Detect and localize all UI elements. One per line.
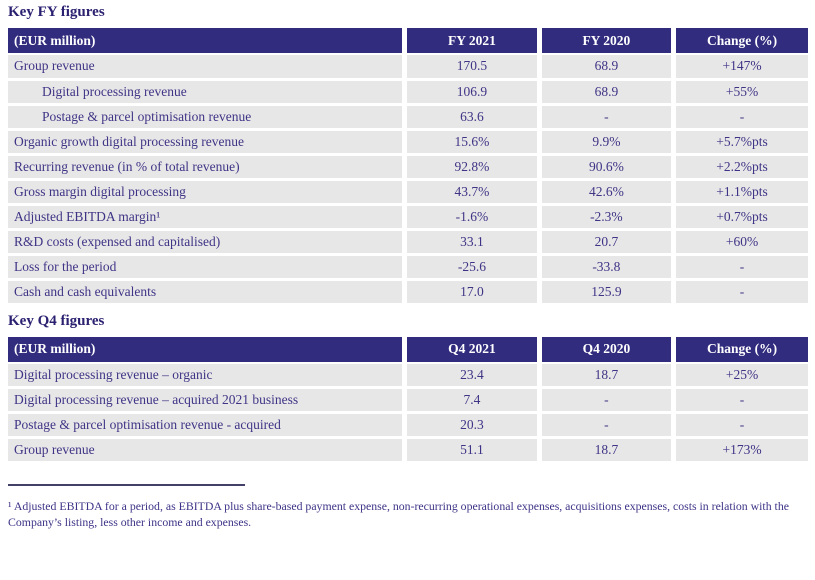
row-value: 90.6%	[536, 154, 674, 181]
table-row: R&D costs (expensed and capitalised) 33.…	[8, 229, 808, 256]
row-value: 23.4	[402, 362, 540, 389]
row-value: +55%	[671, 79, 808, 106]
row-value: 63.6	[402, 104, 540, 131]
table-row: Loss for the period -25.6 -33.8 -	[8, 254, 808, 281]
row-value: 43.7%	[402, 179, 540, 206]
table-row: Digital processing revenue – acquired 20…	[8, 387, 808, 414]
row-value: +60%	[671, 229, 808, 256]
row-value: +1.1%pts	[671, 179, 808, 206]
row-label: Digital processing revenue	[8, 79, 405, 106]
row-label: Cash and cash equivalents	[8, 279, 405, 306]
row-value: 68.9	[536, 54, 674, 81]
row-value: 9.9%	[536, 129, 674, 156]
row-value: 51.1	[402, 437, 540, 464]
row-value: 7.4	[402, 387, 540, 414]
row-value: 170.5	[402, 54, 540, 81]
footnote-section: ¹ Adjusted EBITDA for a period, as EBITD…	[8, 484, 815, 530]
row-label: Gross margin digital processing	[8, 179, 405, 206]
row-value: -2.3%	[536, 204, 674, 231]
footnote-separator	[8, 484, 245, 486]
table-row: Organic growth digital processing revenu…	[8, 129, 808, 156]
row-label: Loss for the period	[8, 254, 405, 281]
row-value: 42.6%	[536, 179, 674, 206]
q4-header-2020: Q4 2020	[536, 336, 674, 364]
table-row: Postage & parcel optimisation revenue - …	[8, 412, 808, 439]
fy-header-unit: (EUR million)	[8, 28, 405, 55]
table-row: Group revenue 170.5 68.9 +147%	[8, 54, 808, 81]
row-value: -33.8	[536, 254, 674, 281]
row-value: -	[671, 387, 808, 414]
row-value: +173%	[671, 437, 808, 464]
row-value: +0.7%pts	[671, 204, 808, 231]
row-value: 17.0	[402, 279, 540, 306]
fy-header-2021: FY 2021	[402, 28, 540, 55]
fy-header-row: (EUR million) FY 2021 FY 2020 Change (%)	[8, 28, 808, 55]
row-value: -1.6%	[402, 204, 540, 231]
row-value: -25.6	[402, 254, 540, 281]
q4-header-row: (EUR million) Q4 2021 Q4 2020 Change (%)	[8, 336, 808, 364]
row-label: Postage & parcel optimisation revenue - …	[8, 412, 405, 439]
fy-header-2020: FY 2020	[536, 28, 674, 55]
table-row: Recurring revenue (in % of total revenue…	[8, 154, 808, 181]
q4-figures-table: (EUR million) Q4 2021 Q4 2020 Change (%)…	[8, 336, 808, 464]
row-value: -	[536, 412, 674, 439]
row-value: 20.7	[536, 229, 674, 256]
row-value: 33.1	[402, 229, 540, 256]
row-value: +25%	[671, 362, 808, 389]
table-row: Group revenue 51.1 18.7 +173%	[8, 437, 808, 464]
row-label: Group revenue	[8, 437, 405, 464]
row-label: Digital processing revenue – organic	[8, 362, 405, 389]
row-value: 106.9	[402, 79, 540, 106]
table-row: Adjusted EBITDA margin¹ -1.6% -2.3% +0.7…	[8, 204, 808, 231]
table-row: Digital processing revenue – organic 23.…	[8, 362, 808, 389]
fy-figures-table: (EUR million) FY 2021 FY 2020 Change (%)…	[8, 28, 808, 306]
row-label: Recurring revenue (in % of total revenue…	[8, 154, 405, 181]
table-row: Postage & parcel optimisation revenue 63…	[8, 104, 808, 131]
row-value: -	[671, 104, 808, 131]
row-label: Postage & parcel optimisation revenue	[8, 104, 405, 131]
q4-header-unit: (EUR million)	[8, 336, 405, 364]
table-row: Cash and cash equivalents 17.0 125.9 -	[8, 279, 808, 306]
q4-section-title: Key Q4 figures	[8, 312, 105, 329]
row-value: 18.7	[536, 437, 674, 464]
row-label: Organic growth digital processing revenu…	[8, 129, 405, 156]
row-value: 92.8%	[402, 154, 540, 181]
row-value: -	[536, 387, 674, 414]
row-value: +147%	[671, 54, 808, 81]
row-value: -	[671, 412, 808, 439]
fy-section-title: Key FY figures	[8, 4, 105, 20]
row-label: Group revenue	[8, 54, 405, 81]
fy-header-change: Change (%)	[671, 28, 808, 55]
q4-header-change: Change (%)	[671, 336, 808, 364]
row-value: -	[671, 279, 808, 306]
row-value: 125.9	[536, 279, 674, 306]
table-row: Digital processing revenue 106.9 68.9 +5…	[8, 79, 808, 106]
row-value: 68.9	[536, 79, 674, 106]
row-value: +2.2%pts	[671, 154, 808, 181]
row-label: Digital processing revenue – acquired 20…	[8, 387, 405, 414]
row-value: 20.3	[402, 412, 540, 439]
table-row: Gross margin digital processing 43.7% 42…	[8, 179, 808, 206]
footnote-text: ¹ Adjusted EBITDA for a period, as EBITD…	[8, 499, 789, 529]
row-label: Adjusted EBITDA margin¹	[8, 204, 405, 231]
row-label: R&D costs (expensed and capitalised)	[8, 229, 405, 256]
row-value: 15.6%	[402, 129, 540, 156]
row-value: -	[536, 104, 674, 131]
row-value: -	[671, 254, 808, 281]
row-value: 18.7	[536, 362, 674, 389]
q4-header-2021: Q4 2021	[402, 336, 540, 364]
row-value: +5.7%pts	[671, 129, 808, 156]
